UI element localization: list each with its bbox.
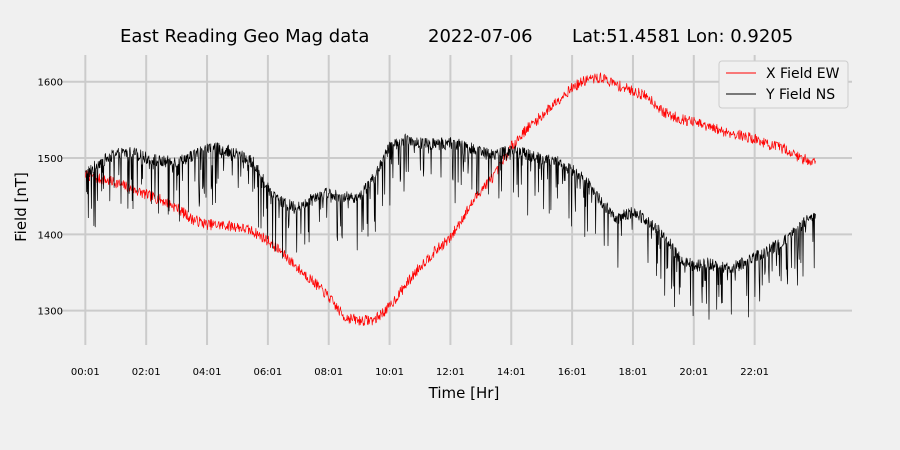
y-tick-label: 1300: [38, 307, 63, 318]
y-tick-label: 1400: [38, 230, 63, 241]
legend-label-x-field: X Field EW: [766, 66, 840, 82]
x-tick-label: 08:01: [314, 367, 343, 378]
y-tick-label: 1500: [38, 154, 63, 165]
x-tick-label: 10:01: [375, 367, 404, 378]
y-tick-labels: 1300 1400 1500 1600: [38, 78, 63, 318]
x-tick-label: 02:01: [132, 367, 161, 378]
series-y-field-line: [85, 133, 816, 320]
x-tick-label: 06:01: [253, 367, 282, 378]
chart-title-station: East Reading Geo Mag data: [120, 26, 369, 47]
series-x-field-line: [84, 72, 816, 327]
y-axis-label: Field [nT]: [12, 172, 30, 242]
x-tick-label: 20:01: [679, 367, 708, 378]
x-tick-label: 18:01: [619, 367, 648, 378]
x-tick-label: 14:01: [497, 367, 526, 378]
x-tick-label: 22:01: [740, 367, 769, 378]
y-tick-label: 1600: [38, 78, 63, 89]
series-layer: [84, 72, 816, 327]
x-tick-label: 12:01: [436, 367, 465, 378]
x-tick-label: 00:01: [71, 367, 100, 378]
x-tick-labels: 00:01 02:01 04:01 06:01 08:01 10:01 12:01 14:01…: [71, 367, 769, 378]
legend: X Field EW Y Field NS: [718, 60, 849, 109]
grid-lines: [61, 55, 852, 345]
chart-title-location: Lat:51.4581 Lon: 0.9205: [572, 26, 793, 47]
x-axis-label: Time [Hr]: [428, 384, 500, 402]
x-tick-label: 16:01: [558, 367, 587, 378]
x-tick-label: 04:01: [193, 367, 222, 378]
chart-title-date: 2022-07-06: [428, 26, 533, 47]
legend-label-y-field: Y Field NS: [765, 87, 835, 103]
